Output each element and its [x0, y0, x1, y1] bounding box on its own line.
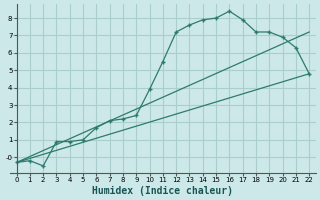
- X-axis label: Humidex (Indice chaleur): Humidex (Indice chaleur): [92, 186, 233, 196]
